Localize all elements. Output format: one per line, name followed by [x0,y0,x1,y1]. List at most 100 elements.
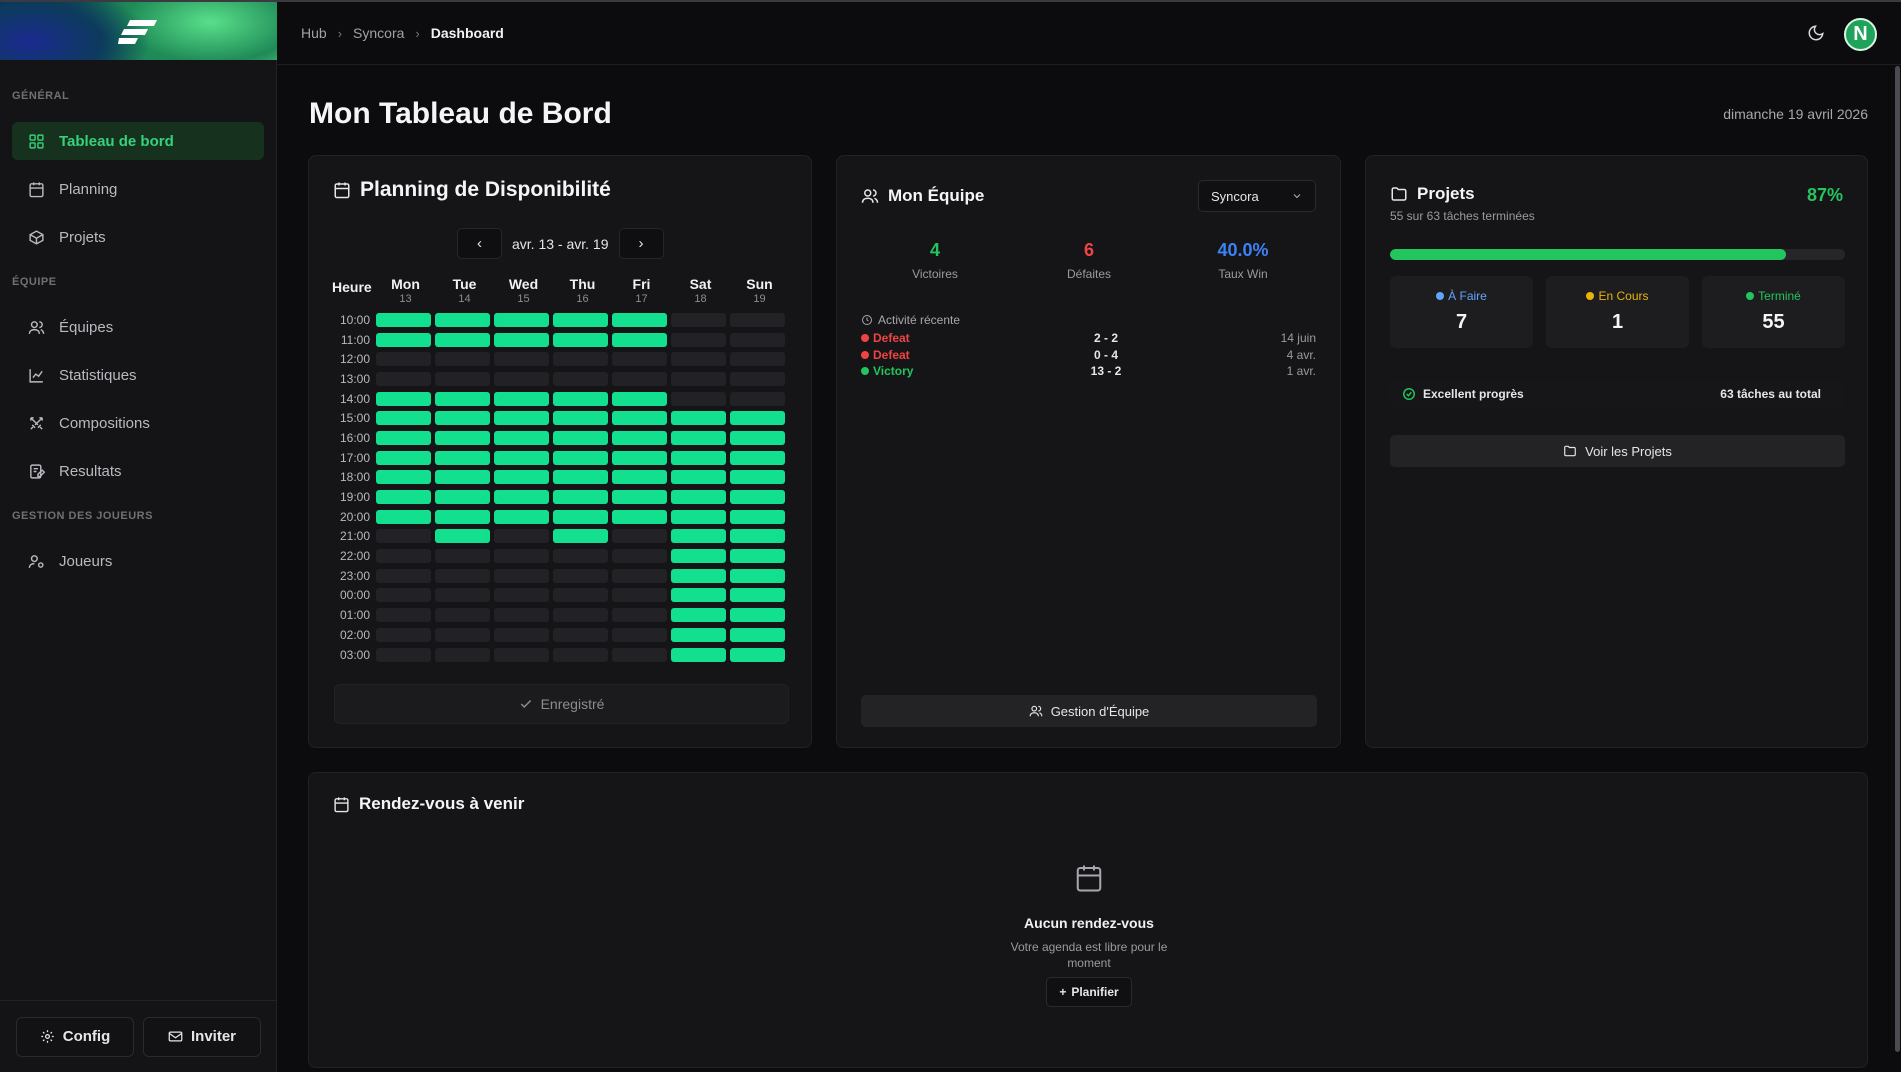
team-management-button[interactable]: Gestion d'Équipe [861,695,1317,727]
availability-slot-on[interactable] [730,411,785,426]
availability-slot-on[interactable] [730,549,785,564]
availability-slot-on[interactable] [435,529,490,544]
availability-slot-on[interactable] [612,411,667,426]
availability-slot-on[interactable] [376,490,431,505]
breadcrumb-syncora[interactable]: Syncora [353,25,405,41]
availability-slot-on[interactable] [494,332,549,347]
availability-slot-on[interactable] [494,470,549,485]
availability-slot-on[interactable] [612,430,667,445]
availability-slot-off[interactable] [612,647,667,662]
availability-slot-on[interactable] [612,490,667,505]
availability-slot-on[interactable] [671,588,726,603]
availability-slot-off[interactable] [730,371,785,386]
availability-slot-on[interactable] [730,529,785,544]
availability-slot-on[interactable] [671,647,726,662]
availability-slot-off[interactable] [612,588,667,603]
availability-slot-on[interactable] [494,430,549,445]
availability-slot-off[interactable] [435,352,490,367]
availability-slot-off[interactable] [435,568,490,583]
sidebar-item-projets[interactable]: Projets [12,218,264,256]
match-row[interactable]: Defeat 2 - 2 14 juin [861,331,1316,349]
app-logo[interactable] [0,2,277,60]
availability-slot-on[interactable] [435,430,490,445]
availability-slot-on[interactable] [671,568,726,583]
availability-slot-on[interactable] [435,391,490,406]
sidebar-item-equipes[interactable]: Équipes [12,308,264,346]
next-week-button[interactable]: › [618,228,664,259]
moon-icon[interactable] [1807,24,1825,42]
availability-slot-off[interactable] [494,568,549,583]
saved-button[interactable]: Enregistré [334,684,789,724]
match-row[interactable]: Defeat 0 - 4 4 avr. [861,348,1316,366]
availability-slot-off[interactable] [553,352,608,367]
availability-slot-off[interactable] [730,391,785,406]
plan-button[interactable]: + Planifier [1046,977,1132,1007]
availability-slot-on[interactable] [671,627,726,642]
availability-slot-on[interactable] [376,430,431,445]
availability-slot-on[interactable] [376,312,431,327]
availability-slot-off[interactable] [435,627,490,642]
availability-slot-on[interactable] [612,470,667,485]
availability-slot-off[interactable] [553,568,608,583]
availability-slot-on[interactable] [730,647,785,662]
availability-slot-on[interactable] [376,391,431,406]
sidebar-item-joueurs[interactable]: Joueurs [12,542,264,580]
sidebar-item-dashboard[interactable]: Tableau de bord [12,122,264,160]
availability-slot-off[interactable] [494,627,549,642]
availability-slot-on[interactable] [612,391,667,406]
availability-slot-off[interactable] [612,371,667,386]
availability-slot-on[interactable] [553,470,608,485]
availability-slot-on[interactable] [553,391,608,406]
availability-slot-off[interactable] [376,549,431,564]
availability-slot-off[interactable] [435,588,490,603]
availability-slot-on[interactable] [671,430,726,445]
sidebar-item-planning[interactable]: Planning [12,170,264,208]
availability-slot-on[interactable] [435,312,490,327]
availability-slot-off[interactable] [376,568,431,583]
availability-slot-off[interactable] [553,371,608,386]
availability-slot-off[interactable] [553,608,608,623]
availability-slot-on[interactable] [494,411,549,426]
availability-slot-on[interactable] [730,568,785,583]
sidebar-item-statistiques[interactable]: Statistiques [12,356,264,394]
availability-slot-on[interactable] [612,312,667,327]
availability-slot-off[interactable] [494,549,549,564]
availability-slot-on[interactable] [376,411,431,426]
availability-slot-off[interactable] [376,352,431,367]
availability-slot-on[interactable] [494,391,549,406]
availability-slot-off[interactable] [435,371,490,386]
availability-slot-on[interactable] [612,509,667,524]
availability-slot-off[interactable] [553,647,608,662]
availability-slot-on[interactable] [553,430,608,445]
availability-slot-off[interactable] [671,332,726,347]
availability-slot-on[interactable] [435,332,490,347]
availability-slot-off[interactable] [494,352,549,367]
availability-slot-off[interactable] [730,312,785,327]
availability-slot-off[interactable] [376,371,431,386]
availability-slot-on[interactable] [376,509,431,524]
scrollbar-thumb[interactable] [1895,66,1900,1052]
availability-slot-off[interactable] [553,549,608,564]
availability-slot-off[interactable] [376,647,431,662]
availability-slot-on[interactable] [553,411,608,426]
availability-slot-on[interactable] [612,450,667,465]
availability-slot-on[interactable] [730,490,785,505]
availability-slot-off[interactable] [376,588,431,603]
availability-slot-on[interactable] [435,470,490,485]
availability-slot-on[interactable] [435,490,490,505]
availability-slot-off[interactable] [671,391,726,406]
availability-slot-on[interactable] [553,529,608,544]
availability-slot-off[interactable] [612,608,667,623]
availability-slot-on[interactable] [612,332,667,347]
availability-slot-on[interactable] [671,490,726,505]
availability-slot-on[interactable] [671,470,726,485]
availability-slot-on[interactable] [553,490,608,505]
availability-slot-on[interactable] [553,450,608,465]
availability-slot-on[interactable] [671,529,726,544]
sidebar-item-resultats[interactable]: Resultats [12,452,264,490]
availability-slot-on[interactable] [671,549,726,564]
sidebar-item-compositions[interactable]: Compositions [12,404,264,442]
availability-slot-off[interactable] [671,312,726,327]
team-select[interactable]: Syncora [1198,180,1316,212]
availability-slot-off[interactable] [494,529,549,544]
